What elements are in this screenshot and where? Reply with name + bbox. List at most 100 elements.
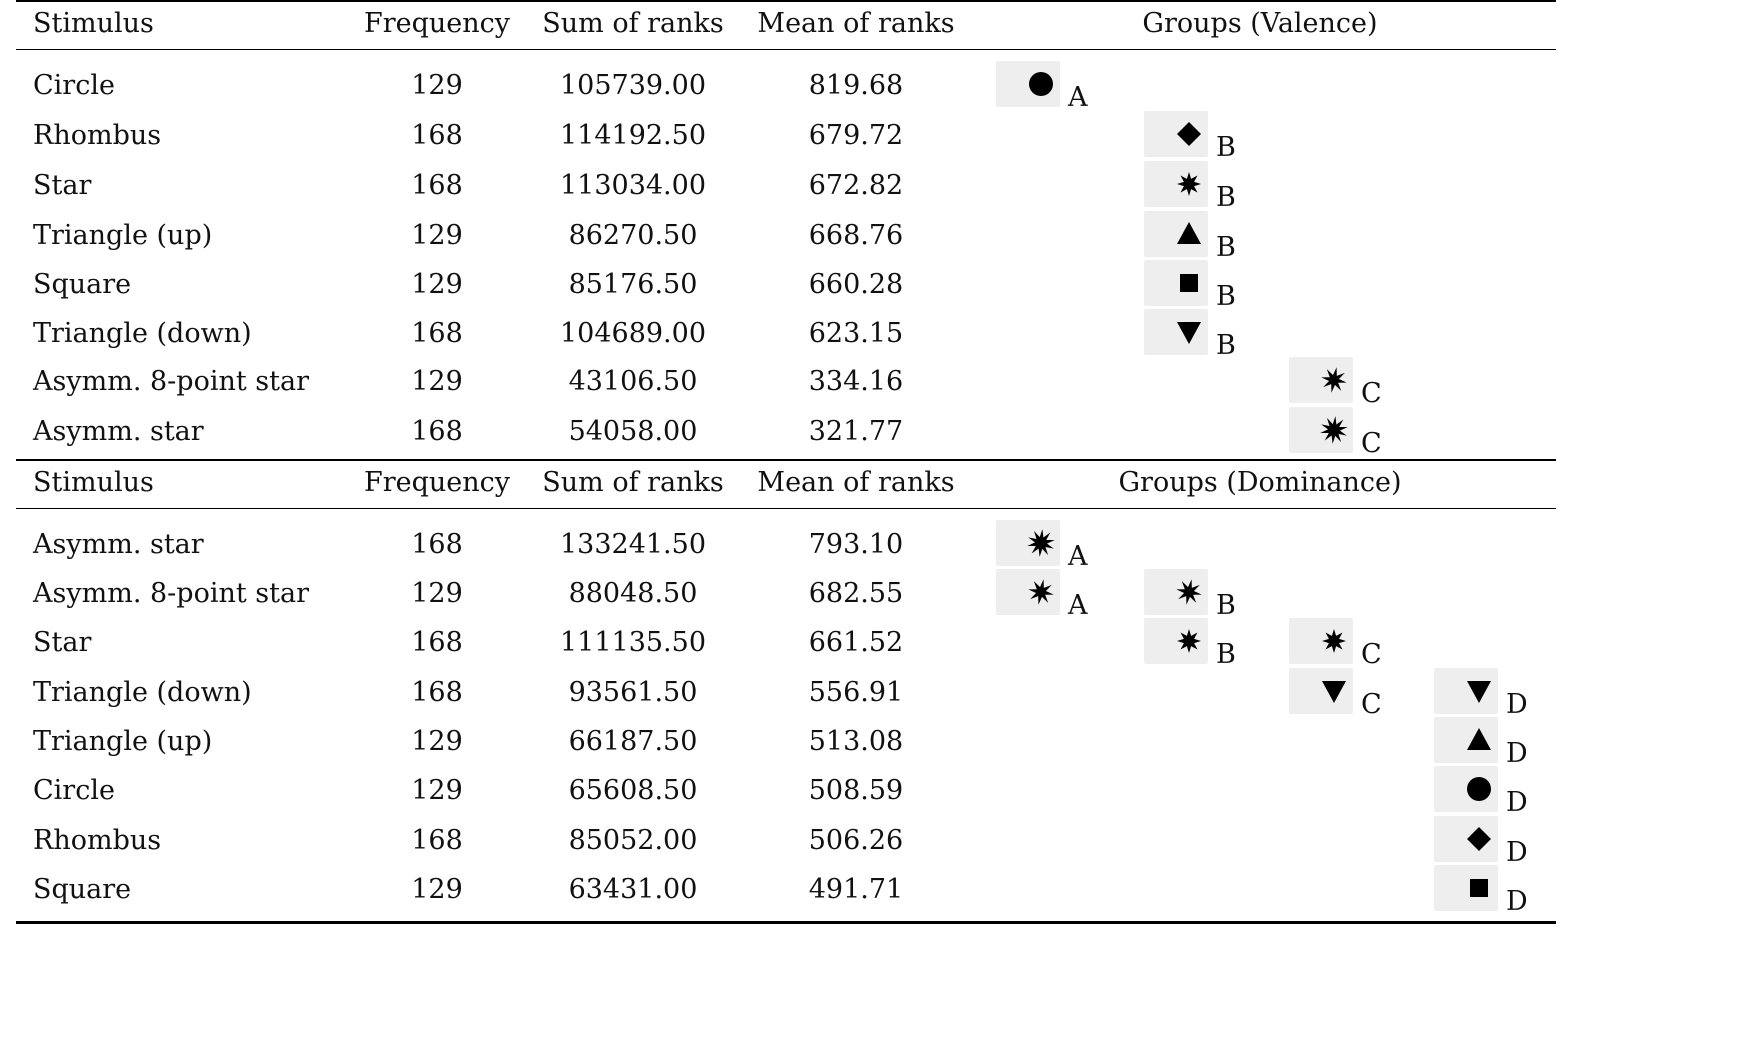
group-shape-cell [1434, 668, 1498, 714]
cell-mean: 556.91 [808, 677, 904, 708]
cell-sum: 43106.50 [568, 366, 698, 397]
cell-stimulus: Triangle (down) [33, 318, 252, 349]
group-shape-cell [1289, 357, 1353, 403]
star-icon [1177, 629, 1201, 653]
cell-mean: 679.72 [808, 120, 904, 151]
cell-sum: 63431.00 [568, 874, 698, 905]
cell-frequency: 168 [411, 825, 463, 856]
group-shape-cell [1289, 668, 1353, 714]
asymm-star-icon [1027, 529, 1055, 557]
cell-stimulus: Rhombus [33, 120, 162, 151]
cell-frequency: 129 [411, 220, 463, 251]
column-header: Frequency [363, 467, 511, 498]
cell-mean: 661.52 [808, 627, 904, 658]
group-letter: B [1216, 132, 1236, 163]
cell-frequency: 129 [411, 578, 463, 609]
star-icon [1177, 172, 1201, 196]
cell-mean: 672.82 [808, 170, 904, 201]
circle-icon [1029, 72, 1053, 96]
triangle-up-icon [1177, 222, 1201, 244]
cell-frequency: 168 [411, 529, 463, 560]
group-letter: B [1216, 330, 1236, 361]
cell-stimulus: Star [33, 170, 92, 201]
group-shape-cell [1434, 766, 1498, 812]
group-letter: B [1216, 639, 1236, 670]
group-shape-cell [1144, 309, 1208, 355]
diamond-icon [1467, 827, 1491, 851]
header-rule [16, 49, 1556, 50]
cell-mean: 623.15 [808, 318, 904, 349]
group-shape-cell [996, 569, 1060, 615]
cell-sum: 111135.50 [559, 627, 707, 658]
eight-point-star-icon [1176, 579, 1202, 605]
cell-frequency: 129 [411, 726, 463, 757]
group-letter: C [1361, 639, 1382, 670]
group-letter: D [1506, 738, 1528, 769]
cell-sum: 86270.50 [568, 220, 698, 251]
cell-mean: 819.68 [808, 70, 904, 101]
column-header: Mean of ranks [757, 467, 955, 498]
cell-stimulus: Circle [33, 70, 115, 101]
cell-stimulus: Asymm. star [33, 529, 204, 560]
cell-frequency: 129 [411, 269, 463, 300]
header-rule [16, 508, 1556, 509]
group-letter: A [1068, 82, 1088, 113]
cell-stimulus: Asymm. 8-point star [33, 578, 309, 609]
cell-frequency: 168 [411, 120, 463, 151]
group-letter: D [1506, 886, 1528, 917]
cell-sum: 65608.50 [568, 775, 698, 806]
cell-mean: 793.10 [808, 529, 904, 560]
cell-mean: 508.59 [808, 775, 904, 806]
groups-header: Groups (Dominance) [1118, 467, 1402, 498]
group-letter: B [1216, 281, 1236, 312]
cell-stimulus: Triangle (up) [33, 220, 213, 251]
group-shape-cell [1144, 260, 1208, 306]
table-bottom-rule [16, 921, 1556, 924]
triangle-down-icon [1322, 681, 1346, 703]
cell-frequency: 168 [411, 318, 463, 349]
cell-frequency: 129 [411, 366, 463, 397]
column-header: Mean of ranks [757, 8, 955, 39]
cell-stimulus: Square [33, 874, 132, 905]
groups-header: Groups (Valence) [1142, 8, 1378, 39]
cell-mean: 334.16 [808, 366, 904, 397]
cell-sum: 54058.00 [568, 416, 698, 447]
group-letter: A [1068, 541, 1088, 572]
cell-mean: 491.71 [808, 874, 904, 905]
triangle-up-icon [1467, 728, 1491, 750]
cell-frequency: 129 [411, 775, 463, 806]
group-shape-cell [1434, 717, 1498, 763]
cell-stimulus: Rhombus [33, 825, 162, 856]
asymm-star-icon [1320, 416, 1348, 444]
cell-stimulus: Square [33, 269, 132, 300]
cell-frequency: 168 [411, 627, 463, 658]
group-letter: B [1216, 590, 1236, 621]
group-letter: C [1361, 689, 1382, 720]
group-letter: A [1068, 590, 1088, 621]
cell-mean: 660.28 [808, 269, 904, 300]
group-shape-cell [1144, 618, 1208, 664]
cell-sum: 105739.00 [559, 70, 707, 101]
group-letter: C [1361, 428, 1382, 459]
group-shape-cell [1144, 111, 1208, 157]
group-shape-cell [1144, 161, 1208, 207]
cell-frequency: 129 [411, 874, 463, 905]
cell-sum: 104689.00 [559, 318, 707, 349]
group-shape-cell [1289, 618, 1353, 664]
group-shape-cell [996, 520, 1060, 566]
cell-sum: 85176.50 [568, 269, 698, 300]
triangle-down-icon [1467, 681, 1491, 703]
cell-mean: 513.08 [808, 726, 904, 757]
group-shape-cell [1144, 211, 1208, 257]
cell-mean: 321.77 [808, 416, 904, 447]
cell-sum: 113034.00 [559, 170, 707, 201]
column-header: Sum of ranks [542, 8, 724, 39]
cell-stimulus: Circle [33, 775, 115, 806]
cell-frequency: 168 [411, 416, 463, 447]
table-divider-rule [16, 459, 1556, 461]
group-letter: C [1361, 378, 1382, 409]
cell-mean: 506.26 [808, 825, 904, 856]
star-icon [1322, 629, 1346, 653]
group-shape-cell [1289, 407, 1353, 453]
